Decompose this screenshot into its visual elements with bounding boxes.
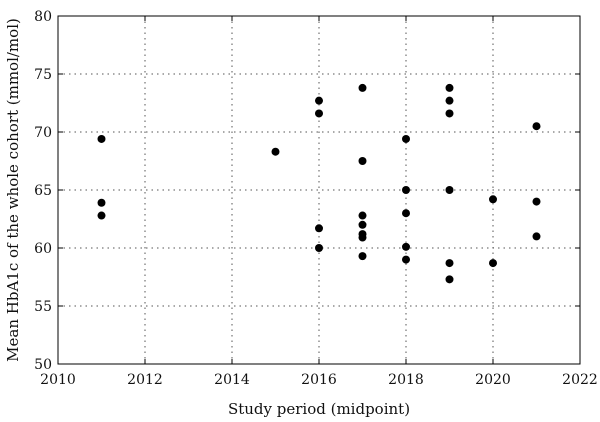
data-point xyxy=(489,259,497,268)
data-point xyxy=(445,96,454,105)
data-point xyxy=(445,275,454,284)
y-tick-label: 50 xyxy=(34,357,52,373)
data-point xyxy=(358,220,367,229)
data-point xyxy=(315,224,323,233)
data-point xyxy=(532,122,541,131)
x-tick-labels: 2010 2012 2014 2016 2018 2020 2022 xyxy=(40,372,598,388)
x-tick-label: 2020 xyxy=(475,372,511,388)
data-point xyxy=(97,198,106,207)
data-point xyxy=(358,233,367,242)
data-point xyxy=(402,186,410,194)
data-point xyxy=(358,83,367,92)
y-tick-label: 55 xyxy=(34,299,52,315)
data-point xyxy=(445,109,454,118)
data-point xyxy=(97,134,106,143)
data-point xyxy=(358,157,367,165)
x-tick-label: 2018 xyxy=(388,372,424,388)
data-point xyxy=(97,211,106,220)
data-point xyxy=(402,134,410,143)
data-point xyxy=(402,242,410,251)
data-point xyxy=(358,252,367,261)
y-tick-label: 60 xyxy=(34,241,52,257)
axis-ticks xyxy=(57,15,581,365)
data-points xyxy=(97,83,541,284)
data-point xyxy=(402,209,410,218)
x-tick-label: 2016 xyxy=(301,372,337,388)
x-tick-label: 2012 xyxy=(127,372,163,388)
data-point xyxy=(315,96,323,105)
data-point xyxy=(315,244,323,252)
y-axis-title: Mean HbA1c of the whole cohort (mmol/mol… xyxy=(4,18,22,362)
data-point xyxy=(271,147,280,156)
data-point xyxy=(445,259,454,268)
data-point xyxy=(358,211,367,220)
data-point xyxy=(445,186,454,194)
data-point xyxy=(402,255,410,264)
data-point xyxy=(532,197,541,206)
y-tick-labels: 50 55 60 65 70 75 80 xyxy=(34,9,52,373)
y-tick-label: 65 xyxy=(34,183,52,199)
x-tick-label: 2010 xyxy=(40,372,76,388)
y-tick-label: 80 xyxy=(34,9,52,25)
data-point xyxy=(489,195,497,204)
x-tick-label: 2022 xyxy=(562,372,598,388)
x-axis-title: Study period (midpoint) xyxy=(228,400,410,418)
y-tick-label: 70 xyxy=(34,125,52,141)
grid xyxy=(58,16,580,364)
y-tick-label: 75 xyxy=(34,67,52,83)
data-point xyxy=(532,232,541,241)
data-point xyxy=(315,109,323,118)
data-point xyxy=(445,83,454,92)
x-tick-label: 2014 xyxy=(214,372,250,388)
